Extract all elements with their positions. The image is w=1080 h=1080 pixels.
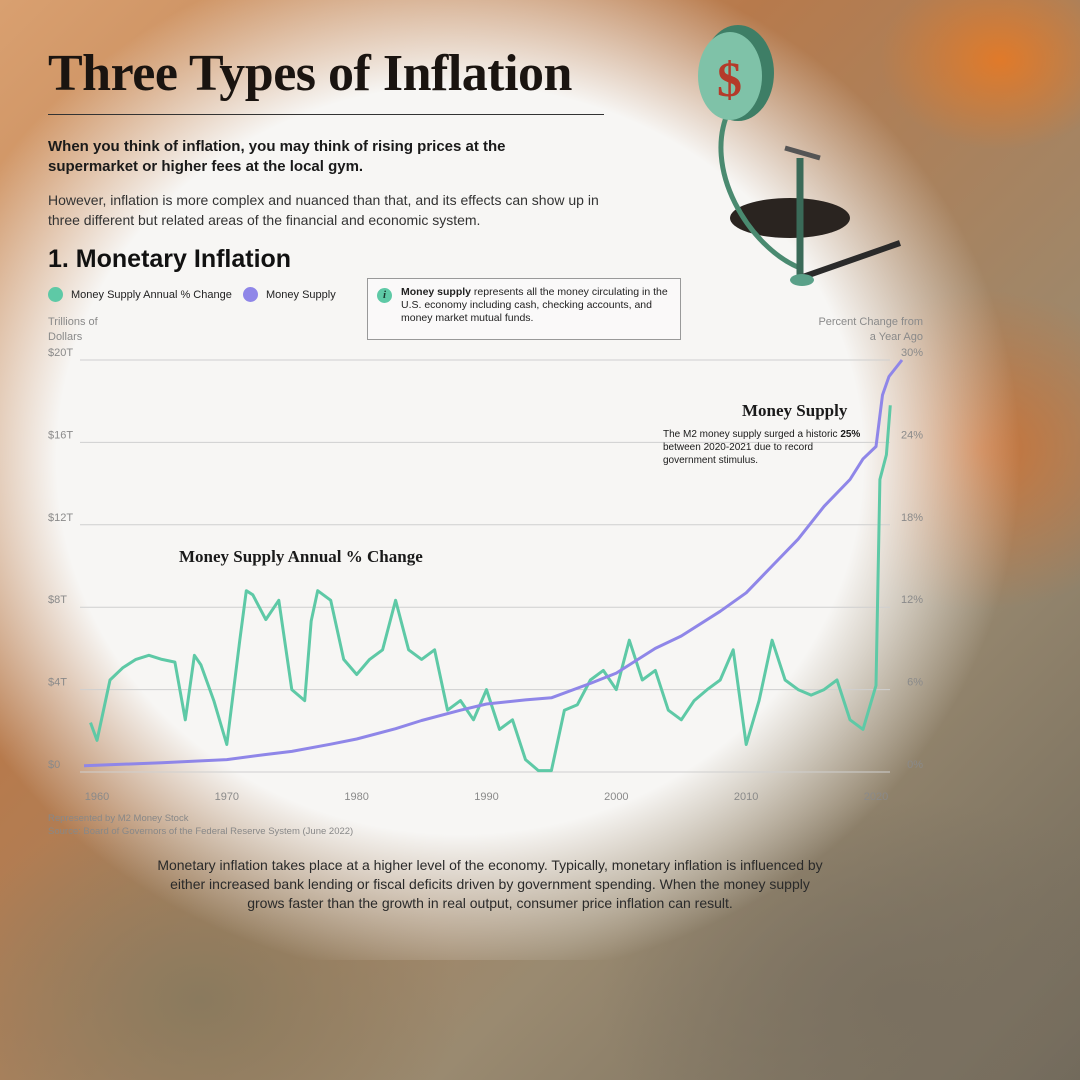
legend-label: Money Supply	[266, 288, 336, 301]
y-tick-right: 18%	[901, 512, 923, 524]
y-tick-left: $8T	[48, 594, 67, 606]
source-line: Source: Board of Governors of the Federa…	[48, 826, 354, 837]
info-icon: i	[377, 288, 392, 303]
svg-text:$: $	[717, 51, 742, 107]
x-tick: 1960	[85, 791, 109, 803]
x-tick: 1980	[344, 791, 368, 803]
info-box: i Money supply represents all the money …	[367, 278, 681, 340]
footer-paragraph: Monetary inflation takes place at a high…	[157, 857, 823, 911]
y-tick-right: 24%	[901, 429, 923, 441]
y-tick-left: $20T	[48, 347, 73, 359]
info-text: represents all the money circulating in …	[401, 286, 668, 324]
legend-label: Money Supply Annual % Change	[71, 288, 232, 301]
y-tick-left: $4T	[48, 677, 67, 689]
money-pump-coin-icon: $	[698, 25, 901, 286]
chart: $0 0% $4T 6% $8T 12% $12T 18% $16T 24% $20T 30% 1960…	[48, 347, 923, 803]
title-divider	[48, 114, 604, 115]
source-note: Represented by M2 Money Stock Source: Bo…	[48, 812, 353, 838]
legend-swatch	[48, 287, 63, 302]
info-term: Money supply	[401, 286, 472, 298]
legend-item-pct-change: Money Supply Annual % Change	[48, 287, 232, 302]
left-axis-label: Trillions of Dollars	[48, 316, 98, 343]
money-supply-line	[83, 359, 904, 768]
lead-paragraph: When you think of inflation, you may thi…	[48, 138, 506, 175]
right-axis-label: Percent Change from a Year Ago	[818, 316, 923, 343]
y-tick-right: 0%	[907, 759, 923, 771]
legend-item-money-supply: Money Supply	[243, 287, 336, 302]
y-tick-left: $0	[48, 759, 60, 771]
y-tick-right: 30%	[901, 347, 923, 359]
y-tick-left: $16T	[48, 429, 73, 441]
x-tick: 1970	[215, 791, 239, 803]
y-tick-left: $12T	[48, 512, 73, 524]
x-tick: 2000	[604, 791, 628, 803]
source-line: Represented by M2 Money Stock	[48, 813, 189, 824]
money-supply-annotation: Money Supply	[742, 401, 848, 420]
page-title: Three Types of Inflation	[48, 45, 572, 102]
legend-swatch	[243, 287, 258, 302]
section-title: 1. Monetary Inflation	[48, 245, 292, 273]
x-tick: 2020	[864, 791, 888, 803]
money-supply-note: The M2 money supply surged a historic 25…	[663, 429, 861, 466]
intro-paragraph: However, inflation is more complex and n…	[48, 192, 599, 228]
pct-change-annotation: Money Supply Annual % Change	[179, 547, 423, 566]
y-tick-right: 6%	[907, 677, 923, 689]
x-tick: 2010	[734, 791, 758, 803]
x-tick: 1990	[474, 791, 498, 803]
y-tick-right: 12%	[901, 594, 923, 606]
